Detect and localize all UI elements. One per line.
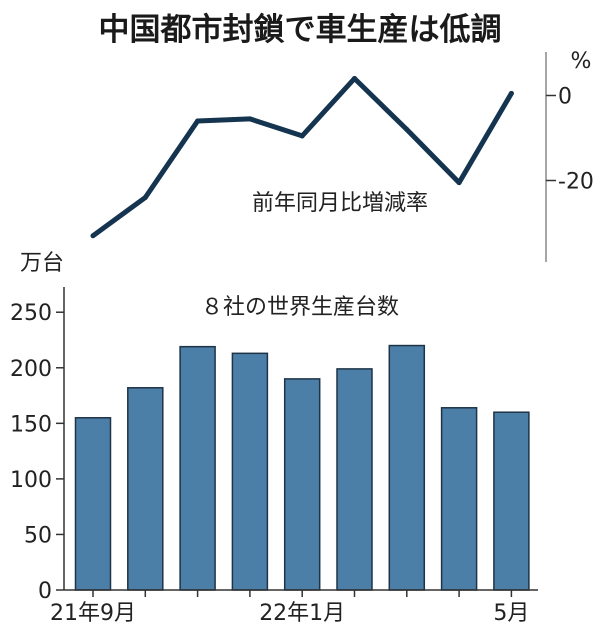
bar — [336, 368, 373, 591]
line-segment — [404, 127, 462, 186]
line-point — [142, 195, 148, 200]
bar-y-ticks: 0 50 100 150 200 250 — [10, 301, 64, 604]
line-segment — [142, 118, 201, 200]
bar — [179, 345, 216, 591]
line-segment — [456, 90, 514, 186]
line-segment — [90, 195, 148, 239]
line-segment — [195, 116, 253, 124]
bar — [493, 411, 530, 591]
bar — [74, 417, 112, 591]
line-y-tick-label: -20 — [558, 170, 594, 195]
line-segment — [299, 76, 357, 139]
bar-unit-label: 万台 — [20, 251, 64, 276]
chart-title: 中国都市封鎖で車生産は低調 — [99, 12, 502, 48]
bar-y-tick-label: 50 — [24, 523, 52, 548]
line-unit-label: % — [571, 49, 592, 74]
bar-x-ticks: 21年9月 22年1月 5月 — [50, 590, 529, 626]
bar-y-tick-label: 100 — [10, 468, 52, 493]
bar-x-tick-label: 22年1月 — [259, 601, 345, 626]
bar — [127, 387, 164, 591]
line-point — [195, 118, 201, 124]
line-point — [456, 180, 462, 186]
bar — [283, 378, 321, 591]
line-y-tick-label: 0 — [558, 85, 572, 110]
bar-series — [74, 344, 530, 591]
line-point — [404, 127, 410, 132]
line-point — [509, 90, 514, 96]
bar — [388, 344, 426, 591]
bar — [231, 352, 269, 591]
bar-y-tick-label: 0 — [38, 579, 52, 604]
bar — [440, 407, 478, 591]
line-segment — [352, 76, 410, 132]
line-y-ticks: 0 -20 — [546, 85, 594, 195]
bar-x-tick-label: 21年9月 — [50, 601, 136, 626]
line-point — [299, 133, 305, 139]
bar-y-tick-label: 150 — [10, 412, 52, 437]
bar-y-tick-label: 200 — [10, 357, 52, 382]
line-point — [247, 116, 253, 122]
line-series-label: 前年同月比増減率 — [252, 191, 428, 216]
line-point — [90, 233, 96, 239]
line-point — [352, 76, 357, 81]
bar-x-tick-label: 5月 — [493, 601, 529, 626]
line-series — [90, 76, 514, 239]
line-segment — [247, 116, 305, 139]
bar-y-tick-label: 250 — [10, 301, 52, 326]
bar-chart-title: ８社の世界生産台数 — [201, 295, 399, 320]
